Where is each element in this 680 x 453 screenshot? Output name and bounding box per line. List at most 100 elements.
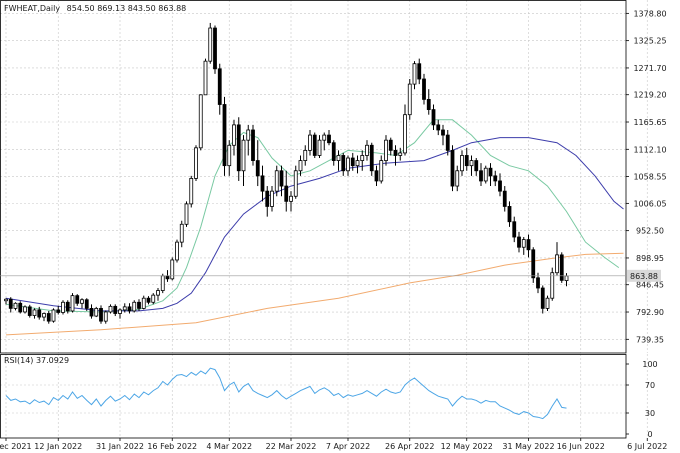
- rsi-panel-frame: [0, 354, 627, 439]
- candle-body: [341, 155, 346, 172]
- price-tick-label: 792.90: [636, 308, 664, 317]
- candle-body: [18, 302, 23, 313]
- candle-body: [407, 83, 412, 116]
- candle-body: [80, 299, 84, 304]
- candle-body: [545, 297, 550, 309]
- candle-body: [141, 297, 146, 309]
- candle-body: [464, 155, 469, 167]
- candle-body: [198, 94, 203, 149]
- candle-body: [151, 294, 156, 303]
- candle-body: [384, 139, 388, 161]
- rsi-layer: [5, 367, 567, 420]
- rsi-line: [5, 367, 567, 420]
- candle-body: [236, 124, 241, 172]
- price-tick-label: 898.95: [636, 254, 664, 263]
- candle-body: [251, 129, 255, 161]
- date-tick-label: 16 Jun 2022: [557, 442, 605, 451]
- candle-body: [222, 104, 227, 167]
- candle-body: [317, 139, 322, 156]
- axis-label-layer: 1378.80 1325.25 1271.70 1219.20 1165.65 1112.…: [0, 9, 667, 451]
- candle-body: [298, 160, 303, 172]
- candle-body: [289, 195, 293, 202]
- candle-body: [469, 160, 474, 167]
- candle-body: [156, 290, 160, 296]
- candle-body: [32, 309, 37, 316]
- candle-body: [445, 134, 450, 151]
- candle-body: [232, 124, 236, 146]
- candle-body: [531, 249, 536, 279]
- date-tick-label: 22 Mar 2022: [266, 442, 317, 451]
- date-tick-label: 12 Jan 2022: [34, 442, 82, 451]
- moving-average-line-ma_fast: [5, 119, 620, 313]
- date-tick-label: 4 Mar 2022: [206, 442, 252, 451]
- candle-body: [498, 180, 502, 192]
- candle-body: [517, 236, 521, 248]
- candle-body: [255, 160, 260, 177]
- candle-body: [436, 124, 441, 131]
- candle-body: [550, 272, 555, 299]
- price-tick-label: 1271.70: [633, 64, 666, 73]
- price-tick-label: 1006.05: [633, 199, 666, 208]
- price-tick-label: 1112.10: [633, 145, 666, 154]
- chart-title: FWHEAT,Daily 854.50 869.13 843.50 863.88: [4, 4, 186, 13]
- candle-body: [217, 68, 222, 105]
- candle-body: [322, 134, 327, 141]
- candle-body: [393, 149, 398, 156]
- candle-body: [536, 277, 540, 289]
- candle-body: [170, 259, 175, 280]
- candle-body: [208, 27, 213, 62]
- date-tick-label: 31 May 2022: [502, 442, 554, 451]
- candle-body: [336, 155, 341, 161]
- candle-body: [61, 301, 65, 313]
- candle-body: [369, 144, 374, 172]
- candle-body: [42, 313, 46, 318]
- rsi-title: RSI(14) 37.0929: [4, 356, 69, 365]
- moving-average-line-ma_mid: [5, 137, 624, 312]
- candle-body: [8, 298, 13, 309]
- candle-body: [103, 311, 108, 322]
- candle-body: [137, 301, 141, 309]
- date-tick-label: 12 May 2022: [441, 442, 493, 451]
- candle-body: [227, 144, 232, 167]
- price-tick-label: 739.35: [636, 335, 664, 344]
- candle-body: [365, 144, 369, 156]
- candle-body: [165, 275, 170, 280]
- candle-body: [179, 223, 184, 243]
- candle-body: [512, 221, 517, 238]
- candle-body: [108, 305, 113, 313]
- ohlc-readout: 854.50 869.13 843.50 863.88: [67, 4, 187, 13]
- candle-body: [113, 305, 118, 314]
- candle-body: [127, 306, 132, 312]
- price-tick-label: 1165.65: [633, 118, 666, 127]
- candle-body: [502, 190, 507, 207]
- date-tick-label: 26 Apr 2022: [385, 442, 434, 451]
- date-tick-label: 7 Apr 2022: [326, 442, 370, 451]
- candle-body: [194, 147, 198, 179]
- candle-layer: [4, 22, 569, 324]
- candle-body: [118, 309, 122, 314]
- candle-body: [526, 239, 531, 251]
- price-tick-label: 1219.20: [633, 91, 666, 100]
- candle-body: [507, 206, 512, 223]
- candle-body: [293, 170, 298, 197]
- candle-body: [360, 155, 365, 161]
- candle-body: [51, 309, 56, 322]
- candle-body: [312, 134, 317, 156]
- candle-body: [355, 160, 360, 167]
- candle-body: [331, 142, 336, 161]
- candle-body: [13, 302, 18, 309]
- candle-body: [460, 155, 464, 172]
- candle-body: [426, 99, 431, 110]
- candle-body: [213, 27, 217, 70]
- candle-body: [279, 170, 284, 187]
- candle-body: [27, 306, 32, 316]
- date-tick-label: 16 Feb 2022: [147, 442, 197, 451]
- candle-body: [488, 167, 493, 177]
- candle-body: [450, 149, 455, 187]
- candle-body: [89, 307, 94, 317]
- candle-body: [455, 170, 460, 187]
- candle-body: [4, 298, 8, 302]
- date-tick-label: 6 Jul 2022: [627, 442, 667, 451]
